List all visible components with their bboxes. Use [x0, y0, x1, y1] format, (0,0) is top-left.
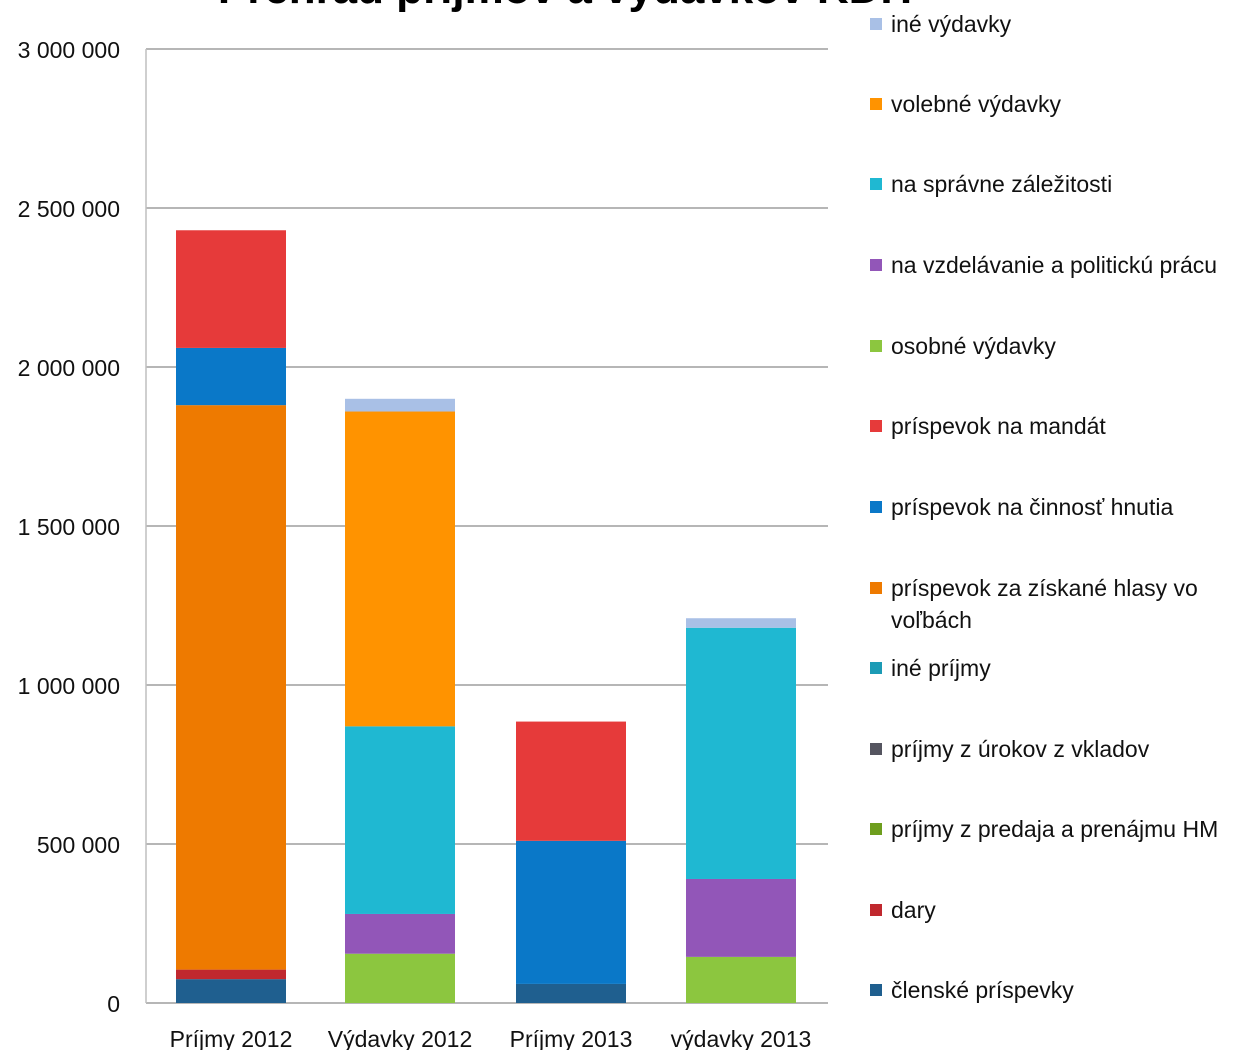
y-tick-label: 1 000 000	[18, 673, 120, 699]
legend-swatch	[870, 259, 882, 271]
legend-swatch	[870, 178, 882, 190]
bar-stack	[345, 398, 455, 1003]
bar-segment	[176, 405, 286, 970]
y-axis-labels: 0 500 000 1 000 000 1 500 000 2 000 000 2 500…	[18, 37, 120, 1017]
legend-label: členské príspevky	[891, 977, 1074, 1003]
legend-swatch	[870, 662, 882, 674]
legend-label: dary	[891, 897, 936, 923]
bar-segment	[176, 979, 286, 1003]
legend-swatch	[870, 420, 882, 432]
legend-swatch	[870, 18, 882, 30]
bar-segment	[516, 721, 626, 841]
x-tick-label: Výdavky 2012	[328, 1026, 472, 1050]
legend-label: príspevok za získané hlasy vo voľbách	[891, 575, 1198, 633]
legend-label: iné výdavky	[891, 11, 1012, 37]
legend-label: príjmy z úrokov z vkladov	[891, 736, 1150, 762]
y-tick-label: 500 000	[37, 832, 120, 858]
bar-segment	[516, 840, 626, 984]
y-tick-label: 0	[107, 991, 120, 1017]
bar-segment	[516, 983, 626, 1003]
bar-segment	[345, 411, 455, 727]
bar-segment	[686, 627, 796, 879]
legend-swatch	[870, 582, 882, 594]
x-tick-label: výdavky 2013	[671, 1026, 812, 1050]
y-tick-label: 3 000 000	[18, 37, 120, 63]
bar-segment	[345, 913, 455, 954]
legend-swatch	[870, 743, 882, 755]
y-tick-label: 2 000 000	[18, 355, 120, 381]
legend-label: príspevok na mandát	[891, 413, 1106, 439]
bar-segment	[686, 956, 796, 1003]
legend-label: osobné výdavky	[891, 333, 1056, 359]
legend-swatch	[870, 984, 882, 996]
legend-label: volebné výdavky	[891, 91, 1062, 117]
chart-title: Prehľad príjmov a výdavkov KDH	[150, 0, 980, 14]
bar-stack	[176, 230, 286, 1003]
bar-segment	[345, 398, 455, 412]
x-tick-label: Príjmy 2013	[510, 1026, 633, 1050]
legend-label: iné príjmy	[891, 655, 991, 681]
bars	[176, 230, 796, 1003]
bar-segment	[345, 726, 455, 914]
x-axis-labels: Príjmy 2012 Výdavky 2012 Príjmy 2013 výdavk…	[170, 1026, 812, 1050]
bar-segment	[176, 347, 286, 406]
y-tick-label: 1 500 000	[18, 514, 120, 540]
bar-segment	[176, 230, 286, 348]
bar-stack	[686, 618, 796, 1003]
x-tick-label: Príjmy 2012	[170, 1026, 293, 1050]
legend-label: na správne záležitosti	[891, 171, 1113, 197]
legend-label: na vzdelávanie a politickú prácu	[891, 252, 1218, 278]
legend-label: príjmy z predaja a prenájmu HM	[891, 816, 1219, 842]
bar-segment	[345, 953, 455, 1003]
legend-label: príspevok na činnosť hnutia	[891, 494, 1174, 520]
y-tick-label: 2 500 000	[18, 196, 120, 222]
legend-swatch	[870, 904, 882, 916]
legend-swatch	[870, 501, 882, 513]
legend-swatch	[870, 98, 882, 110]
bar-segment	[686, 618, 796, 628]
bar-stack	[516, 721, 626, 1003]
stacked-bar-chart: 0 500 000 1 000 000 1 500 000 2 000 000 2 500…	[18, 37, 828, 1050]
legend-swatch	[870, 823, 882, 835]
legend-swatch	[870, 340, 882, 352]
bar-segment	[176, 969, 286, 980]
bar-segment	[686, 878, 796, 957]
